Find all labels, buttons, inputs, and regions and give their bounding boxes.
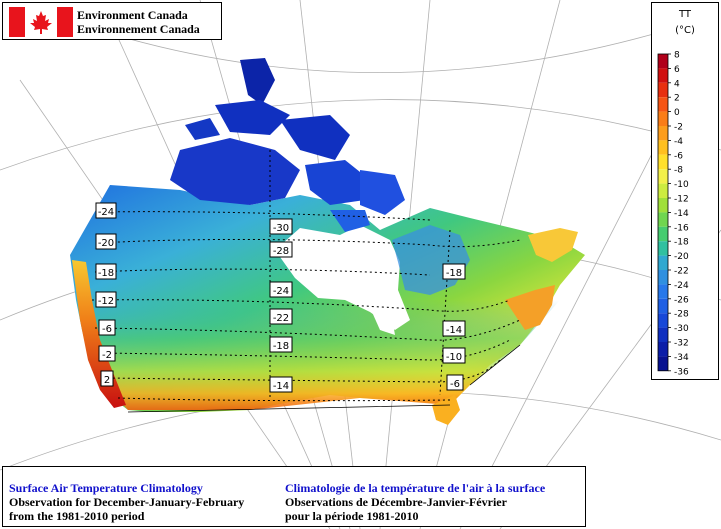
legend-color-swatch	[658, 54, 668, 69]
contour-label: -28	[273, 246, 289, 257]
caption-title-en: Surface Air Temperature Climatology	[9, 481, 203, 495]
legend-color-swatch	[658, 284, 668, 299]
west-coast-strip	[72, 260, 126, 408]
contour-label: -14	[273, 381, 289, 392]
legend-colorbar: 8 6 4 2 0 -2 -4 -6 -8 -10 -12 -14 -16 -18 -20 -22 -24 -26…	[657, 51, 689, 377]
legend-tick-label: -34	[674, 353, 689, 363]
legend-tick-label: -28	[674, 310, 689, 320]
contour-label: -18	[273, 341, 289, 352]
caption-period-en: Observation for December-January-Februar…	[9, 495, 245, 509]
southern-warm-band	[76, 300, 560, 410]
contour-label: -6	[102, 324, 112, 335]
legend-color-swatch	[658, 169, 668, 184]
southern-ontario	[432, 395, 460, 425]
legend-tick-label: -18	[674, 238, 689, 248]
caption-title-fr: Climatologie de la température de l'air …	[285, 481, 546, 495]
contour-label-texts: -24 -20 -18 -12 -6 -2 2 -30 -28 -24 -22 …	[98, 207, 462, 392]
legend-tick-label: -36	[674, 367, 689, 377]
legend-tick-label: -2	[674, 123, 683, 133]
agency-name-en: Environment Canada	[77, 8, 188, 22]
newfoundland	[528, 228, 578, 262]
legend-color-swatch	[658, 255, 668, 270]
legend-color-swatch	[658, 82, 668, 98]
legend-tick-label: -10	[674, 180, 689, 190]
contour-label: -22	[273, 313, 289, 324]
legend-color-swatch	[658, 241, 668, 256]
color-legend: TT (°C) 8 6 4 2 0 -2 -4 -6 -8 -10 -12 -14 -16 -18 -20 -…	[651, 2, 719, 380]
legend-unit: (°C)	[675, 25, 695, 36]
caption-years-fr: pour la période 1981-2010	[285, 509, 419, 523]
contour-label: -24	[273, 286, 289, 297]
legend-color-swatch	[658, 140, 668, 155]
caption-period-fr: Observations de Décembre-Janvier-Février	[285, 495, 507, 509]
legend-tick-label: -8	[674, 166, 683, 176]
legend-color-swatch	[658, 97, 668, 112]
contour-label-boxes	[95, 202, 466, 393]
legend-tick-label: 2	[674, 94, 680, 104]
legend-tick-label: -26	[674, 295, 689, 305]
legend-tick-label: -16	[674, 223, 689, 233]
nova-scotia	[505, 285, 555, 330]
contour-label: -18	[98, 268, 114, 279]
legend-tick-label: -20	[674, 252, 689, 262]
contour-label: -6	[450, 379, 460, 390]
contour-label: -14	[446, 325, 462, 336]
legend-tick-label: 8	[674, 51, 680, 61]
legend-color-swatch	[658, 111, 668, 126]
legend-tick-label: 4	[674, 79, 680, 89]
arctic-islands	[170, 58, 405, 232]
hudson-bay	[275, 225, 410, 330]
legend-color-swatch	[658, 342, 668, 357]
agency-name-fr: Environnement Canada	[77, 22, 200, 36]
contour-label: -24	[98, 207, 114, 218]
legend-color-swatch	[658, 327, 668, 342]
contour-label: -20	[98, 238, 114, 249]
isotherms	[91, 150, 521, 402]
canada-flag-icon	[9, 7, 73, 37]
legend-color-swatch	[658, 313, 668, 328]
legend-color-swatch	[658, 226, 668, 242]
contour-label: -10	[446, 352, 462, 363]
legend-color-swatch	[658, 356, 668, 371]
legend-color-swatch	[658, 154, 668, 170]
legend-tick-label: -24	[674, 281, 689, 291]
james-bay	[372, 312, 395, 335]
agency-header: Environment Canada Environnement Canada	[2, 2, 222, 40]
legend-color-swatch	[658, 183, 668, 198]
legend-tick-label: -12	[674, 195, 689, 205]
legend-tick-label: 0	[674, 108, 680, 118]
contour-label: -2	[102, 350, 112, 361]
legend-color-swatch	[658, 212, 668, 227]
legend-color-swatch	[658, 198, 668, 213]
legend-tick-label: -22	[674, 267, 689, 277]
legend-color-swatch	[658, 270, 668, 285]
contour-label: 2	[104, 375, 110, 386]
caption-years-en: from the 1981-2010 period	[9, 509, 145, 523]
contour-label: -12	[98, 296, 114, 307]
legend-variable: TT	[678, 9, 692, 20]
legend-tick-label: 6	[674, 65, 680, 75]
map-caption: Surface Air Temperature Climatology Clim…	[2, 466, 586, 527]
us-border	[127, 344, 521, 413]
contour-label: -30	[273, 223, 289, 234]
legend-tick-label: -32	[674, 339, 689, 349]
contour-label: -18	[446, 268, 462, 279]
legend-tick-label: -6	[674, 151, 683, 161]
legend-color-swatch	[658, 298, 668, 314]
legend-tick-label: -30	[674, 324, 689, 334]
legend-tick-label: -14	[674, 209, 689, 219]
legend-color-swatch	[658, 126, 668, 141]
legend-tick-label: -4	[674, 137, 683, 147]
legend-color-swatch	[658, 68, 668, 83]
